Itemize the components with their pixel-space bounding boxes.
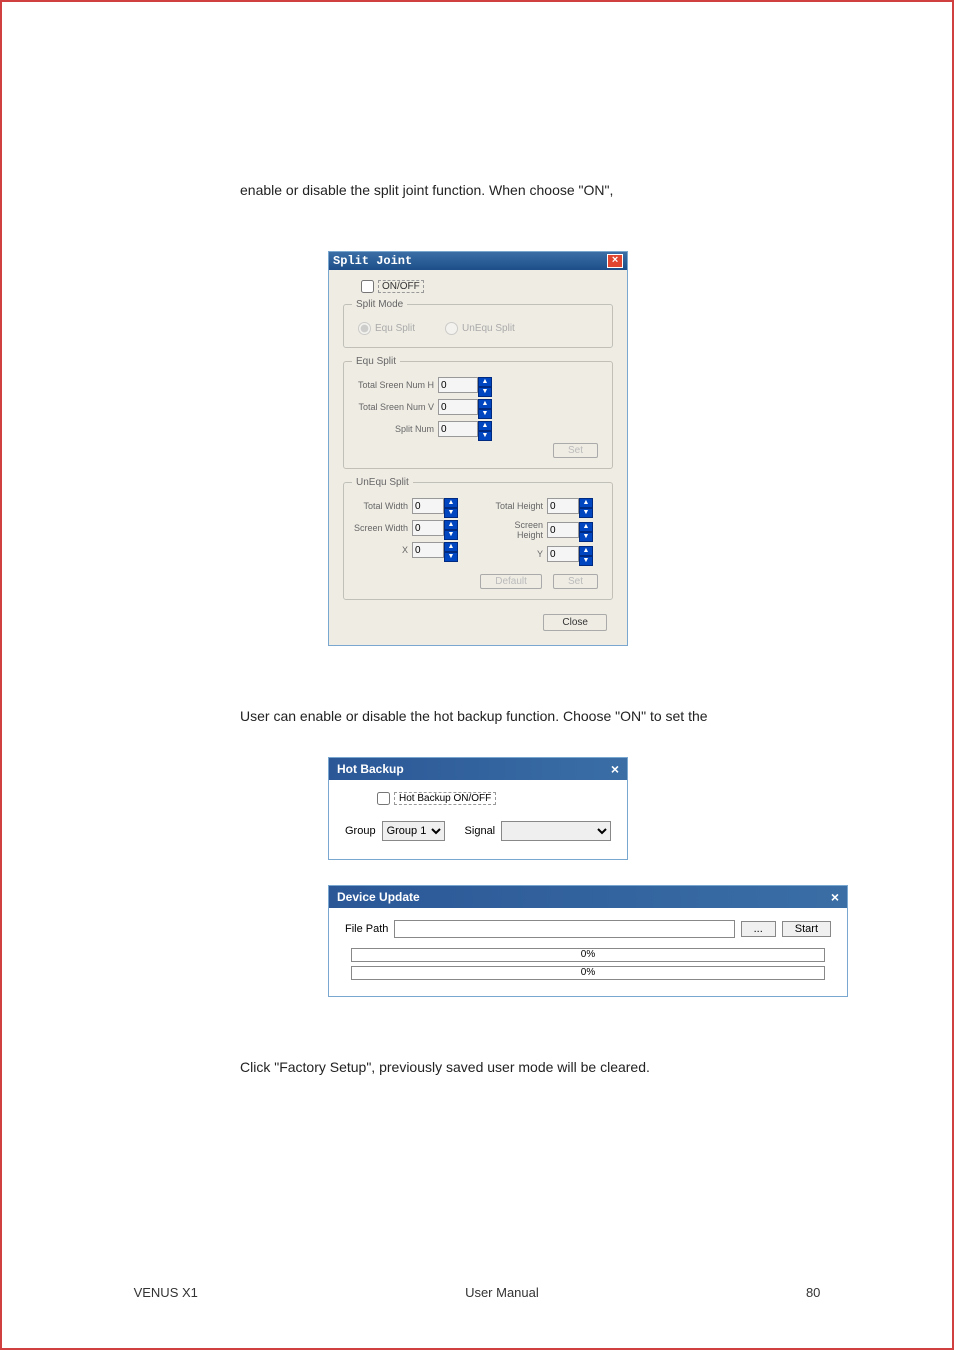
total-h-input[interactable] bbox=[438, 377, 478, 393]
y-spinner[interactable]: ▲▼ bbox=[579, 546, 593, 562]
screen-width-label: Screen Width bbox=[352, 523, 412, 533]
signal-select[interactable] bbox=[501, 821, 611, 841]
screen-height-label: Screen Height bbox=[487, 520, 547, 540]
total-width-label: Total Width bbox=[352, 501, 412, 511]
onoff-checkbox[interactable] bbox=[361, 280, 374, 293]
screen-width-spinner[interactable]: ▲▼ bbox=[444, 520, 458, 536]
total-height-label: Total Height bbox=[487, 501, 547, 511]
device-update-title: Device Update bbox=[337, 890, 420, 904]
progress-bar-2: 0% bbox=[351, 966, 825, 980]
device-update-dialog: Device Update × File Path ... Start 0% 0… bbox=[328, 885, 848, 997]
total-height-spinner[interactable]: ▲▼ bbox=[579, 498, 593, 514]
unequ-split-legend: UnEqu Split bbox=[352, 477, 413, 488]
total-h-label: Total Sreen Num H bbox=[352, 380, 438, 390]
split-joint-titlebar: Split Joint × bbox=[329, 252, 627, 270]
total-height-input[interactable] bbox=[547, 498, 579, 514]
page-footer: VENUS X1 User Manual 80 bbox=[0, 1285, 954, 1300]
total-width-spinner[interactable]: ▲▼ bbox=[444, 498, 458, 514]
y-input[interactable] bbox=[547, 546, 579, 562]
intro-hotbackup-text: User can enable or disable the hot backu… bbox=[240, 706, 864, 727]
start-button[interactable]: Start bbox=[782, 921, 831, 937]
onoff-label: ON/OFF bbox=[378, 280, 424, 293]
device-update-titlebar: Device Update × bbox=[329, 886, 847, 908]
x-label: X bbox=[352, 545, 412, 555]
x-spinner[interactable]: ▲▼ bbox=[444, 542, 458, 558]
browse-button[interactable]: ... bbox=[741, 921, 776, 937]
total-v-spinner[interactable]: ▲▼ bbox=[478, 399, 492, 415]
close-icon[interactable]: × bbox=[611, 761, 619, 777]
intro-split-text: enable or disable the split joint functi… bbox=[240, 180, 864, 201]
unequ-split-radio[interactable]: UnEqu Split bbox=[445, 322, 515, 335]
equ-set-button[interactable]: Set bbox=[553, 443, 598, 458]
footer-left: VENUS X1 bbox=[134, 1285, 198, 1300]
footer-right: 80 bbox=[806, 1285, 820, 1300]
hot-backup-title: Hot Backup bbox=[337, 762, 404, 776]
screen-height-spinner[interactable]: ▲▼ bbox=[579, 522, 593, 538]
equ-split-group: Equ Split Total Sreen Num H ▲▼ Total Sre… bbox=[343, 356, 613, 469]
hot-backup-onoff-label: Hot Backup ON/OFF bbox=[394, 792, 496, 805]
split-num-label: Split Num bbox=[352, 424, 438, 434]
signal-label: Signal bbox=[465, 825, 496, 837]
hot-backup-dialog: Hot Backup × Hot Backup ON/OFF Group Gro… bbox=[328, 757, 628, 860]
footer-center: User Manual bbox=[465, 1285, 539, 1300]
total-width-input[interactable] bbox=[412, 498, 444, 514]
progress-bar-1: 0% bbox=[351, 948, 825, 962]
equ-split-legend: Equ Split bbox=[352, 356, 400, 367]
y-label: Y bbox=[487, 549, 547, 559]
filepath-label: File Path bbox=[345, 923, 388, 935]
filepath-input[interactable] bbox=[394, 920, 734, 938]
screen-height-input[interactable] bbox=[547, 522, 579, 538]
split-num-input[interactable] bbox=[438, 421, 478, 437]
split-mode-legend: Split Mode bbox=[352, 299, 407, 310]
default-button[interactable]: Default bbox=[480, 574, 542, 589]
screen-width-input[interactable] bbox=[412, 520, 444, 536]
close-button[interactable]: Close bbox=[543, 614, 607, 631]
equ-split-radio[interactable]: Equ Split bbox=[358, 322, 415, 335]
split-joint-dialog: Split Joint × ON/OFF Split Mode Equ Spli… bbox=[328, 251, 628, 646]
split-mode-group: Split Mode Equ Split UnEqu Split bbox=[343, 299, 613, 348]
group-label: Group bbox=[345, 825, 376, 837]
total-h-spinner[interactable]: ▲▼ bbox=[478, 377, 492, 393]
close-icon[interactable]: × bbox=[831, 889, 839, 905]
factory-setup-text: Click "Factory Setup", previously saved … bbox=[240, 1057, 864, 1078]
split-joint-title: Split Joint bbox=[333, 254, 412, 268]
group-select[interactable]: Group 1 bbox=[382, 821, 445, 841]
x-input[interactable] bbox=[412, 542, 444, 558]
hot-backup-onoff-checkbox[interactable] bbox=[377, 792, 390, 805]
total-v-input[interactable] bbox=[438, 399, 478, 415]
unequ-split-group: UnEqu Split Total Width ▲▼ Screen Width … bbox=[343, 477, 613, 600]
close-icon[interactable]: × bbox=[607, 254, 623, 268]
hot-backup-titlebar: Hot Backup × bbox=[329, 758, 627, 780]
split-num-spinner[interactable]: ▲▼ bbox=[478, 421, 492, 437]
unequ-set-button[interactable]: Set bbox=[553, 574, 598, 589]
total-v-label: Total Sreen Num V bbox=[352, 402, 438, 412]
